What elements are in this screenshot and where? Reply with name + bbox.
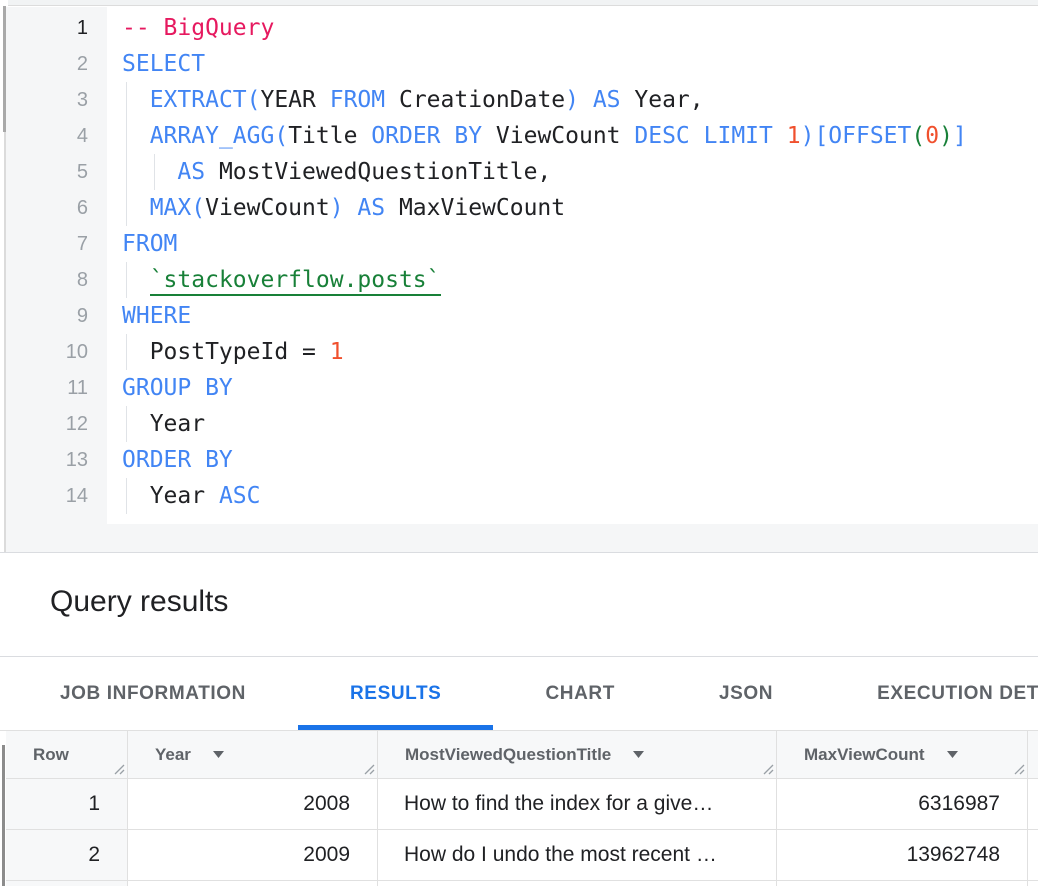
code-text: PostTypeId = 1	[122, 334, 344, 370]
table-row-partial	[6, 881, 1038, 886]
code-line-10[interactable]: 10 PostTypeId = 1	[6, 334, 1038, 370]
code-text: `stackoverflow.posts`	[122, 262, 441, 298]
filler-cell	[1028, 881, 1038, 886]
line-number: 13	[6, 442, 88, 478]
column-resize-handle-icon[interactable]	[762, 763, 774, 775]
line-number: 7	[6, 226, 88, 262]
row-number-cell: 2	[6, 830, 128, 880]
column-resize-handle-icon[interactable]	[363, 763, 375, 775]
line-number: 3	[6, 82, 88, 118]
editor-results-divider	[0, 552, 1038, 553]
code-line-1[interactable]: 1 -- BigQuery	[6, 10, 1038, 46]
tab-json[interactable]: JSON	[667, 657, 825, 730]
code-text: Year	[122, 406, 205, 442]
code-line-6[interactable]: 6 MAX(ViewCount) AS MaxViewCount	[6, 190, 1038, 226]
sort-dropdown-icon[interactable]	[633, 751, 644, 758]
maxviewcount-cell: 13962748	[777, 830, 1028, 880]
code-text: MAX(ViewCount) AS MaxViewCount	[122, 190, 565, 226]
code-text: Year ASC	[122, 478, 260, 514]
maxviewcount-cell: 6316987	[777, 779, 1028, 829]
title-cell: How to find the index for a give…	[378, 779, 777, 829]
code-line-11[interactable]: 11 GROUP BY	[6, 370, 1038, 406]
code-text: ORDER BY	[122, 442, 233, 478]
column-header-maxviewcount[interactable]: MaxViewCount	[777, 731, 1028, 778]
column-label: MostViewedQuestionTitle	[405, 745, 611, 765]
editor-bottom-band	[6, 524, 1038, 552]
sql-code-editor[interactable]: 1-- BigQuery2SELECT3 EXTRACT(YEAR FROM C…	[6, 7, 1038, 552]
code-text: FROM	[122, 226, 177, 262]
column-resize-handle-icon[interactable]	[1013, 763, 1025, 775]
line-number: 4	[6, 118, 88, 154]
results-table: Row Year MostViewedQuestionTitle	[0, 730, 1038, 886]
code-line-8[interactable]: 8 `stackoverflow.posts`	[6, 262, 1038, 298]
column-header-mostviewedquestiontitle[interactable]: MostViewedQuestionTitle	[378, 731, 777, 778]
column-header-row[interactable]: Row	[6, 731, 128, 778]
code-text: AS MostViewedQuestionTitle,	[122, 154, 551, 190]
line-number: 8	[6, 262, 88, 298]
column-header-filler	[1028, 731, 1038, 778]
maxviewcount-cell	[777, 881, 1028, 886]
top-panel-edge	[8, 0, 1038, 6]
line-number: 9	[6, 298, 88, 334]
code-line-9[interactable]: 9 WHERE	[6, 298, 1038, 334]
line-number: 5	[6, 154, 88, 190]
tab-job-information[interactable]: JOB INFORMATION	[8, 657, 298, 730]
code-text: SELECT	[122, 46, 205, 82]
column-header-year[interactable]: Year	[128, 731, 378, 778]
line-number: 10	[6, 334, 88, 370]
year-cell	[128, 881, 378, 886]
tab-chart[interactable]: CHART	[493, 657, 667, 730]
code-text: ARRAY_AGG(Title ORDER BY ViewCount DESC …	[122, 118, 967, 154]
results-left-scrollbar-thumb[interactable]	[2, 745, 5, 886]
line-number: 14	[6, 478, 88, 514]
title-cell	[378, 881, 777, 886]
bigquery-console: 1-- BigQuery2SELECT3 EXTRACT(YEAR FROM C…	[0, 0, 1038, 886]
code-line-3[interactable]: 3 EXTRACT(YEAR FROM CreationDate) AS Yea…	[6, 82, 1038, 118]
line-number: 6	[6, 190, 88, 226]
tab-results[interactable]: RESULTS	[298, 657, 493, 730]
column-label: Year	[155, 745, 191, 765]
row-number-cell	[6, 881, 128, 886]
table-row: 2 2009 How do I undo the most recent … 1…	[6, 830, 1038, 881]
year-cell: 2009	[128, 830, 378, 880]
column-label: MaxViewCount	[804, 745, 925, 765]
column-label: Row	[33, 745, 69, 765]
code-text: WHERE	[122, 298, 191, 334]
title-cell: How do I undo the most recent …	[378, 830, 777, 880]
code-line-14[interactable]: 14 Year ASC	[6, 478, 1038, 514]
code-line-2[interactable]: 2 SELECT	[6, 46, 1038, 82]
code-line-12[interactable]: 12 Year	[6, 406, 1038, 442]
code-line-4[interactable]: 4 ARRAY_AGG(Title ORDER BY ViewCount DES…	[6, 118, 1038, 154]
line-number: 12	[6, 406, 88, 442]
table-row: 1 2008 How to find the index for a give……	[6, 779, 1038, 830]
year-cell: 2008	[128, 779, 378, 829]
tab-execution-details[interactable]: EXECUTION DETAILS	[825, 657, 1038, 730]
filler-cell	[1028, 779, 1038, 829]
code-line-5[interactable]: 5 AS MostViewedQuestionTitle,	[6, 154, 1038, 190]
code-line-13[interactable]: 13 ORDER BY	[6, 442, 1038, 478]
column-resize-handle-icon[interactable]	[113, 763, 125, 775]
line-number: 11	[6, 370, 88, 406]
table-header-row: Row Year MostViewedQuestionTitle	[6, 731, 1038, 779]
code-text: GROUP BY	[122, 370, 233, 406]
query-results-title: Query results	[50, 585, 228, 619]
line-number: 1	[6, 10, 88, 46]
sort-dropdown-icon[interactable]	[947, 751, 958, 758]
row-number-cell: 1	[6, 779, 128, 829]
code-text: -- BigQuery	[122, 10, 274, 46]
code-line-7[interactable]: 7 FROM	[6, 226, 1038, 262]
code-text: EXTRACT(YEAR FROM CreationDate) AS Year,	[122, 82, 704, 118]
line-number: 2	[6, 46, 88, 82]
sort-dropdown-icon[interactable]	[213, 751, 224, 758]
filler-cell	[1028, 830, 1038, 880]
results-tab-bar: JOB INFORMATION RESULTS CHART JSON EXECU…	[0, 657, 1038, 730]
